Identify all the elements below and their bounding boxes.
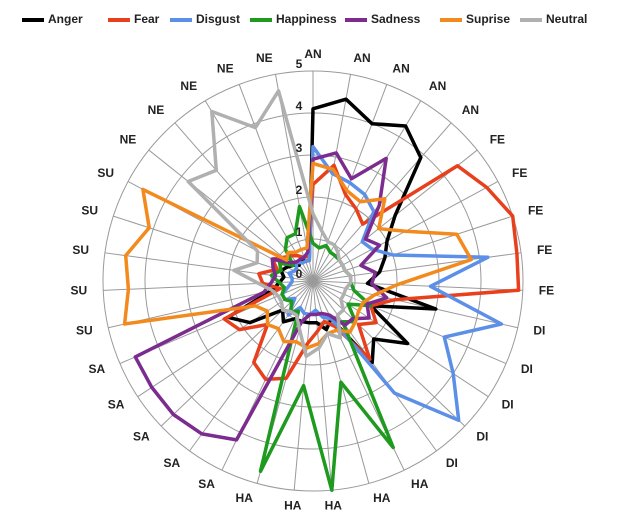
category-label: SU (97, 166, 114, 180)
category-label: SA (163, 456, 180, 470)
category-label: HA (411, 477, 429, 491)
category-label: FE (537, 243, 552, 257)
legend-item: Anger (22, 12, 83, 26)
category-label: SA (133, 429, 150, 443)
legend-label: Disgust (196, 12, 240, 26)
category-label: AN (429, 79, 446, 93)
r-tick-label: 5 (296, 57, 303, 71)
r-tick-label: 3 (296, 141, 303, 155)
category-label: DI (521, 362, 533, 376)
category-label: SU (81, 203, 98, 217)
legend-label: Suprise (466, 12, 510, 26)
series-line (280, 144, 504, 423)
category-label: AN (392, 62, 409, 76)
spoke (312, 215, 513, 282)
spoke (104, 252, 314, 282)
category-label: FE (490, 132, 505, 146)
category-label: AN (462, 103, 479, 117)
spoke (160, 280, 314, 427)
category-label: FE (528, 203, 543, 217)
spoke (312, 280, 437, 452)
r-tick-label: 2 (296, 183, 303, 197)
category-label: DI (476, 429, 488, 443)
series-line (133, 151, 389, 442)
legend-label: Sadness (371, 12, 421, 26)
series-line (122, 161, 473, 350)
category-label: NE (256, 51, 273, 65)
legend-item: Neutral (520, 12, 587, 26)
category-label: HA (236, 491, 254, 505)
category-label: NE (180, 79, 197, 93)
category-label: FE (539, 283, 554, 297)
category-label: DI (502, 398, 514, 412)
category-label: HA (284, 498, 302, 511)
r-tick-label: 0 (296, 267, 303, 281)
legend-label: Neutral (546, 12, 587, 26)
legend-item: Suprise (440, 12, 510, 26)
legend-item: Happiness (250, 12, 337, 26)
legend-item: Disgust (170, 12, 240, 26)
legend-label: Anger (48, 12, 83, 26)
spoke (312, 280, 466, 427)
category-label: NE (217, 62, 234, 76)
r-tick-label: 1 (296, 225, 303, 239)
category-label: SA (89, 362, 106, 376)
category-label: FE (512, 166, 527, 180)
legend-label: Fear (134, 12, 160, 26)
category-label: SU (71, 283, 88, 297)
series-line (186, 89, 353, 359)
category-label: SA (198, 477, 215, 491)
category-label: DI (533, 323, 545, 337)
category-label: HA (373, 491, 391, 505)
category-label: DI (446, 456, 458, 470)
category-label: AN (304, 47, 321, 61)
legend-item: Sadness (345, 12, 421, 26)
category-label: AN (353, 51, 370, 65)
r-tick-label: 4 (296, 99, 303, 113)
category-label: NE (120, 132, 137, 146)
category-label: NE (148, 103, 165, 117)
series-line (226, 97, 438, 365)
legend-label: Happiness (276, 12, 337, 26)
legend-item: Fear (108, 12, 160, 26)
category-label: SU (76, 323, 93, 337)
category-label: SU (72, 243, 89, 257)
spoke (312, 280, 523, 291)
category-label: SA (108, 398, 125, 412)
category-label: HA (325, 498, 343, 511)
